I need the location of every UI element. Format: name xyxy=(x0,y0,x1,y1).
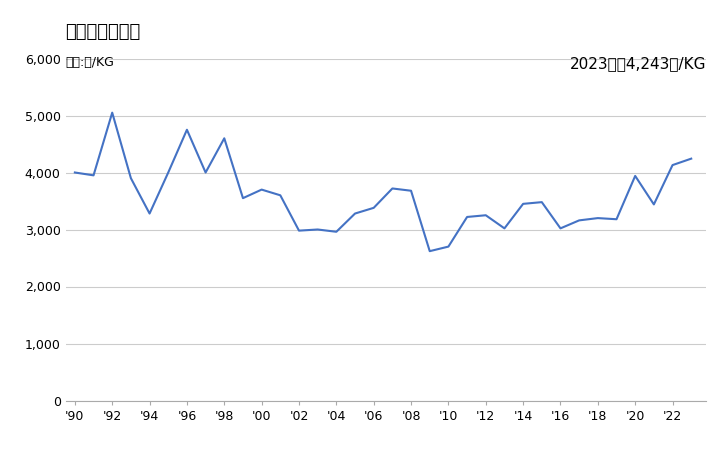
Text: 輸出価格の推移: 輸出価格の推移 xyxy=(66,22,141,40)
Text: 2023年：4,243円/KG: 2023年：4,243円/KG xyxy=(569,56,706,71)
Text: 単位:円/KG: 単位:円/KG xyxy=(66,56,114,69)
